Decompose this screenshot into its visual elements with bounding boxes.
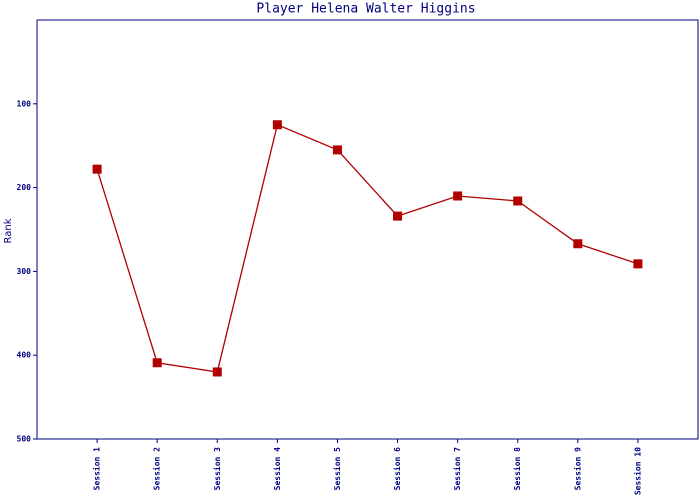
marker — [573, 239, 583, 249]
x-tick-label: Session 6 — [392, 447, 402, 491]
marker — [513, 196, 523, 206]
marker — [633, 259, 643, 269]
y-tick-label: 400 — [17, 351, 32, 360]
x-tick-label: Session 1 — [92, 447, 102, 491]
line — [96, 123, 639, 373]
y-tick-label: 300 — [17, 267, 32, 276]
marker — [212, 367, 222, 377]
y-axis-label: Rank — [3, 218, 14, 243]
marker — [92, 164, 102, 174]
x-tick-label: Session 7 — [452, 447, 462, 491]
plot-frame — [36, 19, 699, 440]
x-tick-label: Session 5 — [332, 447, 342, 491]
marker — [332, 145, 342, 155]
x-tick-label: Session 10 — [632, 447, 642, 495]
chart-title: Player Helena Walter Higgins — [256, 2, 475, 17]
marker — [393, 211, 403, 221]
y-tick-label: 200 — [17, 183, 32, 192]
marker — [453, 191, 463, 201]
x-tick-label: Session 2 — [152, 447, 162, 491]
y-tick-label: 100 — [17, 99, 32, 108]
marker — [152, 358, 162, 368]
x-tick-label: Session 8 — [512, 447, 522, 491]
y-tick-label: 500 — [17, 435, 32, 444]
x-tick-label: Session 3 — [212, 447, 222, 491]
x-tick-label: Session 9 — [572, 447, 582, 491]
marker — [272, 120, 282, 130]
x-tick-label: Session 4 — [272, 447, 282, 491]
